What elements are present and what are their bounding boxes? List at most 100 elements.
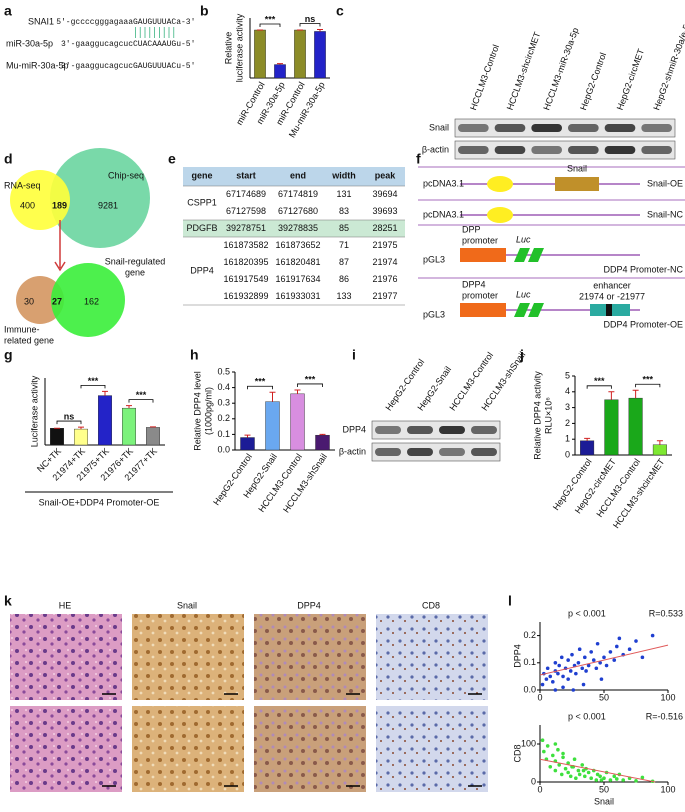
reporter: [514, 248, 544, 262]
panel-label: l: [508, 593, 512, 609]
error-bar: [102, 390, 108, 396]
y-tick-label: 3: [565, 402, 570, 412]
promoter-shape: [487, 207, 513, 223]
table-cell: CSPP1: [187, 197, 217, 207]
bar: [604, 399, 619, 456]
error-bar: [317, 29, 323, 32]
annotation: p < 0.001: [568, 711, 606, 721]
stain-label: DPP4: [297, 600, 321, 610]
point: [551, 753, 555, 758]
point: [577, 647, 582, 651]
blot-strip: [371, 442, 501, 462]
point: [545, 744, 550, 748]
set-count: 189: [52, 200, 67, 210]
point: [566, 658, 570, 662]
venn-circle: [10, 170, 70, 230]
blot-band: [375, 448, 401, 456]
promoter-label: promoter: [462, 290, 498, 300]
bar: [274, 64, 286, 79]
table-cell: 133: [336, 291, 351, 301]
vector-label: pcDNA3.1: [423, 209, 464, 219]
histology-image: [10, 614, 122, 700]
table-cell: 39278835: [278, 223, 318, 233]
table-cell: 21974: [372, 257, 397, 267]
y-tick-label: 1: [565, 434, 570, 444]
significance-bracket: [635, 383, 661, 388]
set-count: 400: [20, 200, 35, 210]
table-cell: 39693: [372, 206, 397, 216]
point: [599, 677, 604, 681]
point: [553, 688, 558, 692]
blot-band: [439, 426, 465, 434]
significance-bracket: [80, 385, 106, 389]
x-tick-label: 0: [537, 784, 542, 794]
blot-band: [458, 124, 489, 132]
significance-bracket: [56, 420, 82, 425]
significance-bracket: [586, 385, 612, 389]
error-bar: [126, 405, 132, 409]
bar: [315, 434, 330, 451]
point: [640, 775, 645, 780]
trend-line: [539, 758, 656, 783]
table-row-bg: [183, 220, 405, 237]
bar: [254, 29, 266, 79]
stain-label: Snail: [177, 600, 197, 610]
histology-image: [376, 706, 488, 792]
promoter-label: DPP: [462, 224, 481, 234]
point: [634, 779, 638, 783]
bar: [122, 407, 136, 446]
table-cell: 67174819: [278, 189, 318, 199]
table-cell: 161820481: [275, 257, 320, 267]
venn-circle: [16, 276, 64, 324]
error-bar: [584, 437, 591, 441]
y-axis-label: Relative DPP4 activity: [532, 371, 542, 460]
blot-band: [641, 124, 672, 132]
point: [557, 763, 561, 767]
point: [574, 671, 578, 676]
annotation: p < 0.001: [568, 608, 606, 618]
promoter-label: promoter: [462, 235, 498, 245]
point: [553, 768, 558, 773]
point: [602, 776, 606, 780]
error-bar: [269, 391, 276, 402]
significance-label: ***: [136, 390, 147, 400]
y-axis-label: Relative DPP4 level: [192, 371, 202, 451]
blot-band: [531, 124, 562, 132]
set-label: gene: [125, 267, 145, 277]
point: [612, 774, 617, 779]
set-label: RNA-seq: [4, 180, 41, 190]
promoter-label: DPP4: [462, 279, 486, 289]
point: [621, 778, 625, 782]
point: [598, 774, 602, 779]
bar: [146, 427, 160, 446]
point: [608, 650, 613, 654]
histology-image: [132, 706, 244, 792]
reporter-label: Luc: [516, 234, 531, 244]
histology-image: [254, 614, 366, 700]
table-cell: 161873652: [275, 240, 320, 250]
row-label: β-actin: [422, 144, 449, 154]
blot-band: [471, 448, 497, 456]
point: [604, 663, 609, 668]
x-tick-label: HCCLM3-Control: [594, 457, 642, 519]
set-label: Snail-regulated: [105, 256, 166, 266]
point: [586, 770, 591, 775]
y-tick-label: 2: [565, 418, 570, 428]
sequence: 3'-gaaggucagcuc: [61, 62, 133, 71]
sequence-name: Mu-miR-30a-5p: [6, 60, 69, 70]
sequence: a-3': [176, 18, 195, 27]
table-header-bg: [183, 167, 405, 186]
y-axis-label: luciferase activity: [234, 13, 244, 82]
point: [572, 757, 577, 761]
table-cell: DPP4: [190, 265, 214, 275]
stain-label: CD8: [422, 600, 440, 610]
point: [566, 761, 570, 765]
venn-circle: [51, 263, 125, 337]
y-tick-label: 0: [531, 776, 536, 786]
point: [598, 661, 602, 665]
panel-label: b: [200, 3, 209, 19]
point: [540, 682, 545, 687]
point: [594, 666, 599, 671]
